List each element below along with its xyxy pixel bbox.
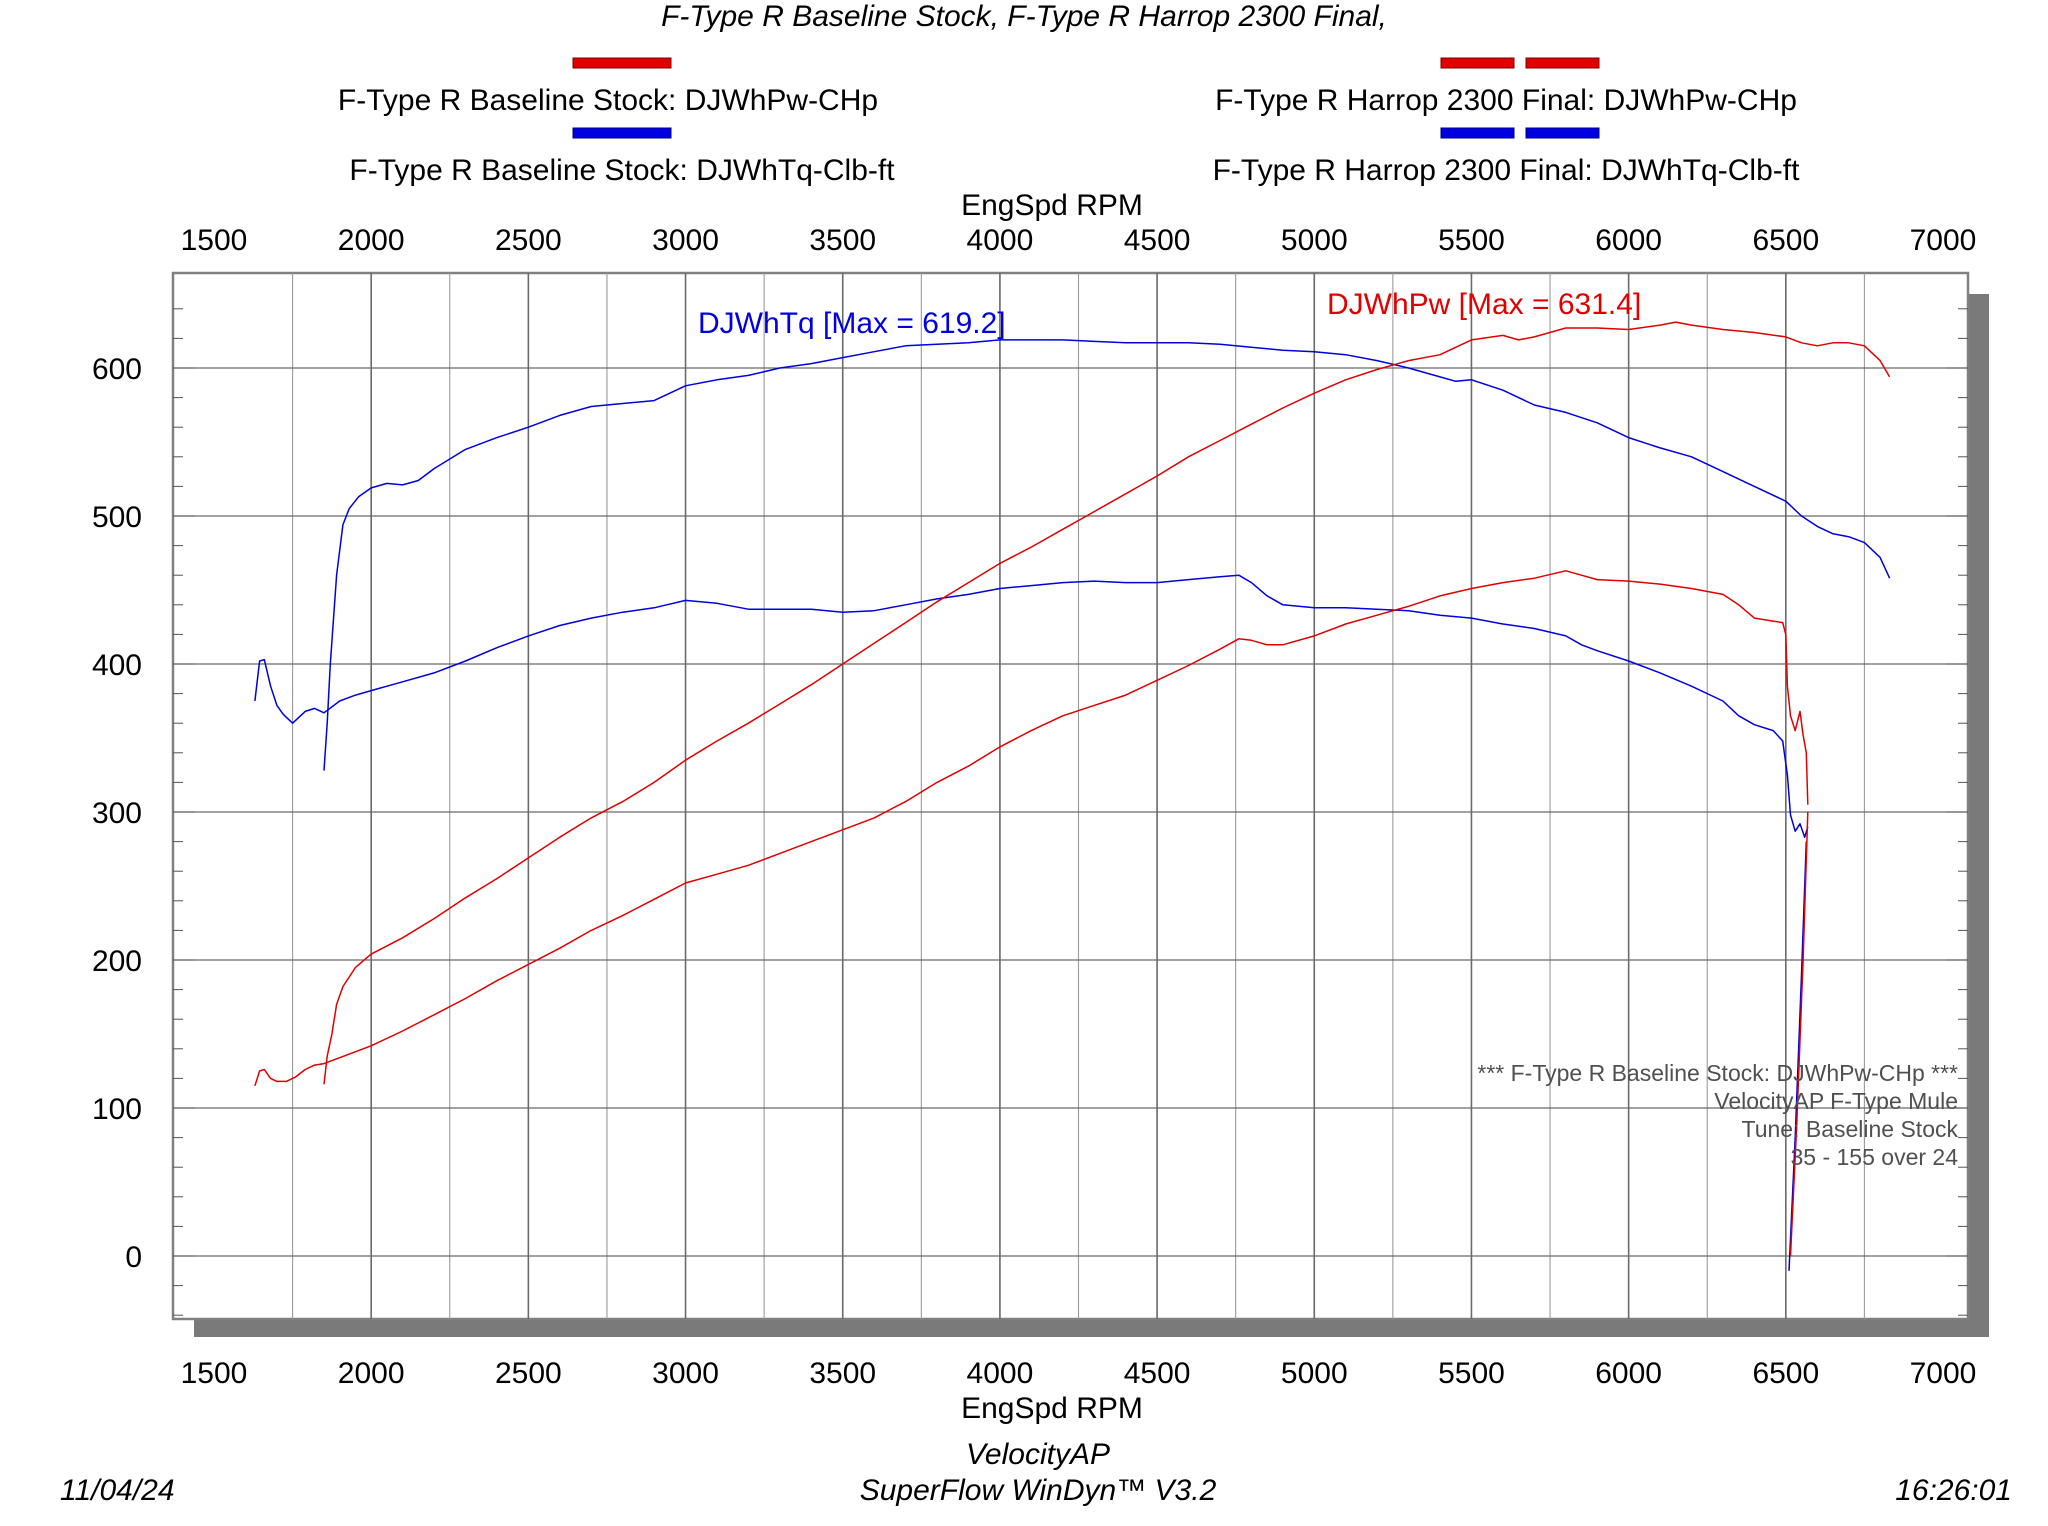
legend-label-harrop-hp: F-Type R Harrop 2300 Final: DJWhPw-CHp — [1215, 84, 1797, 117]
y-tick-label: 0 — [125, 1241, 142, 1274]
x-axis-label-bottom: EngSpd RPM — [961, 1392, 1143, 1425]
y-tick-label: 500 — [92, 501, 142, 534]
series-line-5 — [1789, 811, 1809, 1257]
x-tick-label-top: 4500 — [1124, 224, 1191, 257]
x-axis-label-top: EngSpd RPM — [961, 189, 1143, 222]
legend-label-baseline-hp: F-Type R Baseline Stock: DJWhPw-CHp — [338, 84, 878, 117]
annotation-tq-max: DJWhTq [Max = 619.2] — [698, 307, 1006, 340]
x-tick-label-bottom: 5500 — [1438, 1357, 1505, 1390]
legend: F-Type R Baseline Stock: DJWhPw-CHp F-Ty… — [338, 57, 1800, 187]
legend-swatch-harrop-tq-a — [1440, 127, 1515, 139]
legend-label-baseline-tq: F-Type R Baseline Stock: DJWhTq-Clb-ft — [349, 154, 895, 187]
footer-software: SuperFlow WinDyn™ V3.2 — [860, 1474, 1217, 1507]
series-line-1 — [323, 339, 1891, 771]
legend-label-harrop-tq: F-Type R Harrop 2300 Final: DJWhTq-Clb-f… — [1213, 154, 1800, 187]
x-tick-label-top: 5500 — [1438, 224, 1505, 257]
x-tick-label-bottom: 6500 — [1752, 1357, 1819, 1390]
axis-ticks — [173, 308, 1968, 1316]
y-tick-label: 400 — [92, 649, 142, 682]
x-tick-label-top: 1500 — [181, 224, 248, 257]
x-tick-label-top: 3000 — [652, 224, 719, 257]
x-tick-label-top: 5000 — [1281, 224, 1348, 257]
y-tick-labels: 0 100 200 300 400 500 600 — [92, 353, 142, 1274]
x-tick-label-top: 2000 — [338, 224, 405, 257]
info-line-2: VelocityAP F-Type Mule — [1714, 1088, 1958, 1114]
legend-swatch-harrop-hp-a — [1440, 57, 1515, 69]
footer-date: 11/04/24 — [60, 1474, 175, 1507]
annotation-hp-max: DJWhPw [Max = 631.4] — [1327, 288, 1641, 321]
footer-company: VelocityAP — [966, 1438, 1110, 1471]
x-tick-label-bottom: 3500 — [809, 1357, 876, 1390]
series-line-2 — [254, 570, 1809, 1087]
y-tick-label: 300 — [92, 797, 142, 830]
x-tick-label-bottom: 3000 — [652, 1357, 719, 1390]
info-box: *** F-Type R Baseline Stock: DJWhPw-CHp … — [1477, 1060, 1958, 1170]
x-tick-label-bottom: 2500 — [495, 1357, 562, 1390]
chart-title: F-Type R Baseline Stock, F-Type R Harrop… — [661, 0, 1387, 33]
x-tick-label-bottom: 6000 — [1595, 1357, 1662, 1390]
legend-swatch-baseline-hp — [572, 57, 672, 69]
legend-swatch-harrop-hp-b — [1525, 57, 1600, 69]
x-tick-label-top: 4000 — [967, 224, 1034, 257]
series-group — [254, 321, 1891, 1271]
x-tick-label-top: 6000 — [1595, 224, 1662, 257]
x-tick-label-top: 6500 — [1752, 224, 1819, 257]
y-tick-label: 200 — [92, 945, 142, 978]
legend-swatch-baseline-tq — [572, 127, 672, 139]
grid — [173, 273, 1968, 1319]
x-tick-label-bottom: 1500 — [181, 1357, 248, 1390]
info-line-3: Tune: Baseline Stock — [1742, 1116, 1959, 1142]
plot-area — [171, 271, 1970, 1321]
y-tick-label: 100 — [92, 1093, 142, 1126]
x-tick-label-bottom: 5000 — [1281, 1357, 1348, 1390]
x-tick-label-top: 7000 — [1910, 224, 1977, 257]
series-line-4 — [1788, 841, 1808, 1271]
series-line-0 — [254, 574, 1809, 838]
x-tick-label-top: 3500 — [809, 224, 876, 257]
x-tick-labels-bottom: 1500 2000 2500 3000 3500 4000 4500 5000 5500 6000… — [181, 1357, 1977, 1390]
series-line-3 — [323, 321, 1891, 1085]
y-tick-label: 600 — [92, 353, 142, 386]
legend-swatch-harrop-tq-b — [1525, 127, 1600, 139]
info-line-1: *** F-Type R Baseline Stock: DJWhPw-CHp … — [1477, 1060, 1958, 1086]
x-tick-label-bottom: 2000 — [338, 1357, 405, 1390]
x-tick-label-bottom: 4500 — [1124, 1357, 1191, 1390]
x-tick-labels-top: 1500 2000 2500 3000 3500 4000 4500 5000 5500 6000… — [181, 224, 1977, 257]
x-tick-label-bottom: 4000 — [967, 1357, 1034, 1390]
x-tick-label-top: 2500 — [495, 224, 562, 257]
x-tick-label-bottom: 7000 — [1910, 1357, 1977, 1390]
footer-time: 16:26:01 — [1895, 1474, 2012, 1507]
info-line-4: 35 - 155 over 24 — [1790, 1144, 1958, 1170]
